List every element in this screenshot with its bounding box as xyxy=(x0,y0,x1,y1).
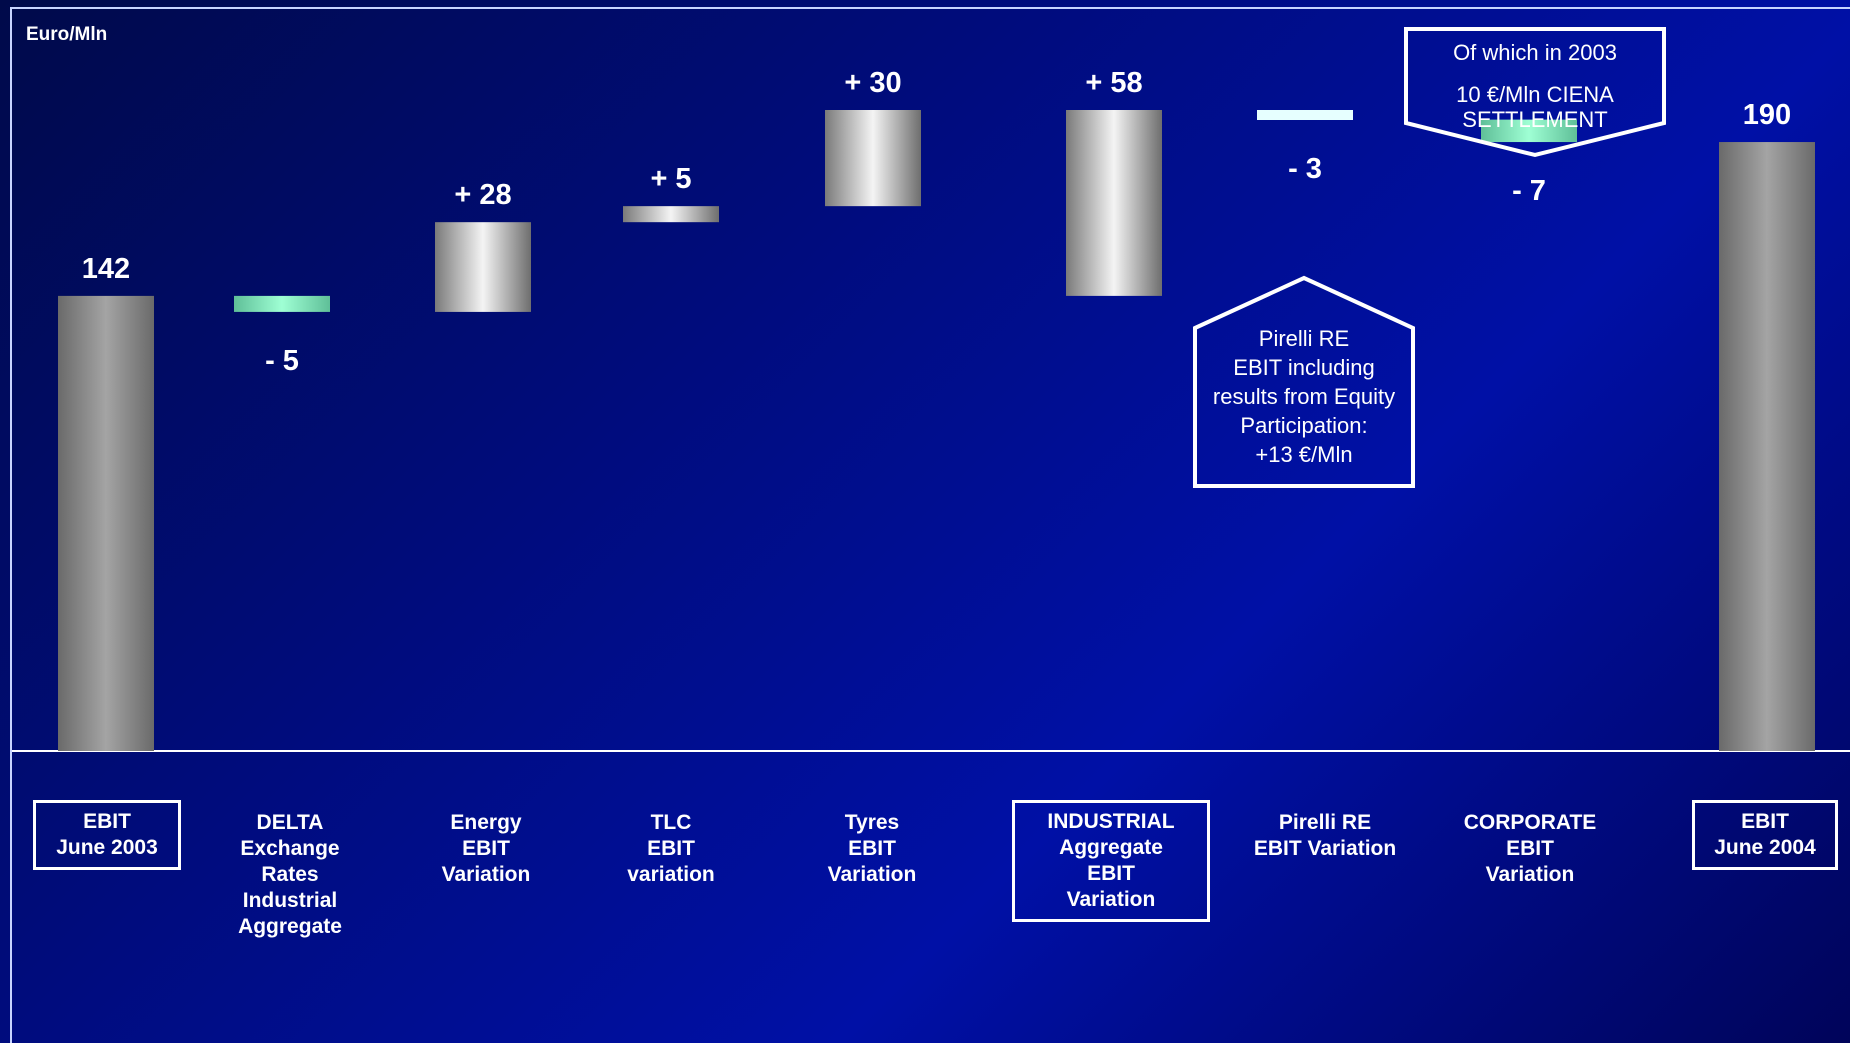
value-label-4: + 5 xyxy=(650,163,691,195)
pirelli-re-callout: Pirelli RE EBIT including results from E… xyxy=(1193,275,1415,488)
corporate-line-1: Of which in 2003 xyxy=(1453,40,1617,65)
pirelli-re-line-3: results from Equity xyxy=(1212,384,1396,409)
bar-2 xyxy=(234,295,330,312)
bar-3 xyxy=(435,222,531,312)
unit-label: Euro/Mln xyxy=(26,24,108,45)
category-label-7: Pirelli RE EBIT Variation xyxy=(1253,811,1397,860)
corporate-line-3: SETTLEMENT xyxy=(1462,107,1608,132)
slide-frame xyxy=(10,7,1850,1043)
category-label-6: INDUSTRIAL Aggregate EBIT Variation xyxy=(1012,800,1210,922)
category-label-5: Tyres EBIT Variation xyxy=(827,811,917,886)
pirelli-re-line-4: Participation: xyxy=(1240,413,1368,438)
pirelli-re-line-1: Pirelli RE xyxy=(1258,326,1350,351)
value-label-1: 142 xyxy=(82,253,130,285)
value-label-3: + 28 xyxy=(454,179,511,211)
value-label-7: - 3 xyxy=(1288,153,1322,185)
bar-1 xyxy=(58,295,154,751)
bar-5 xyxy=(825,110,921,207)
bar-8 xyxy=(1481,119,1577,143)
bar-7 xyxy=(1257,110,1353,120)
category-label-4: TLC EBIT variation xyxy=(627,811,715,886)
bar-9 xyxy=(1719,142,1815,752)
bar-4 xyxy=(623,206,719,223)
value-label-2: - 5 xyxy=(265,345,299,377)
corporate-callout: Of which in 2003 10 €/Mln CIENA SETTLEME… xyxy=(1404,27,1666,158)
category-label-8: CORPORATE EBIT Variation xyxy=(1463,811,1597,886)
pirelli-re-line-5: +13 €/Mln xyxy=(1255,442,1353,467)
category-label-9: EBIT June 2004 xyxy=(1692,800,1838,870)
corporate-line-2: 10 €/Mln CIENA xyxy=(1456,82,1614,107)
value-label-9: 190 xyxy=(1743,99,1791,131)
value-label-6: + 58 xyxy=(1085,67,1142,99)
pirelli-re-line-2: EBIT including xyxy=(1233,355,1375,380)
category-label-2: DELTA Exchange Rates Industrial Aggregat… xyxy=(238,811,342,938)
category-label-1: EBIT June 2003 xyxy=(33,800,181,870)
value-label-8: - 7 xyxy=(1512,175,1546,207)
bar-6 xyxy=(1066,110,1162,296)
value-label-5: + 30 xyxy=(844,67,901,99)
category-label-3: Energy EBIT Variation xyxy=(441,811,531,886)
